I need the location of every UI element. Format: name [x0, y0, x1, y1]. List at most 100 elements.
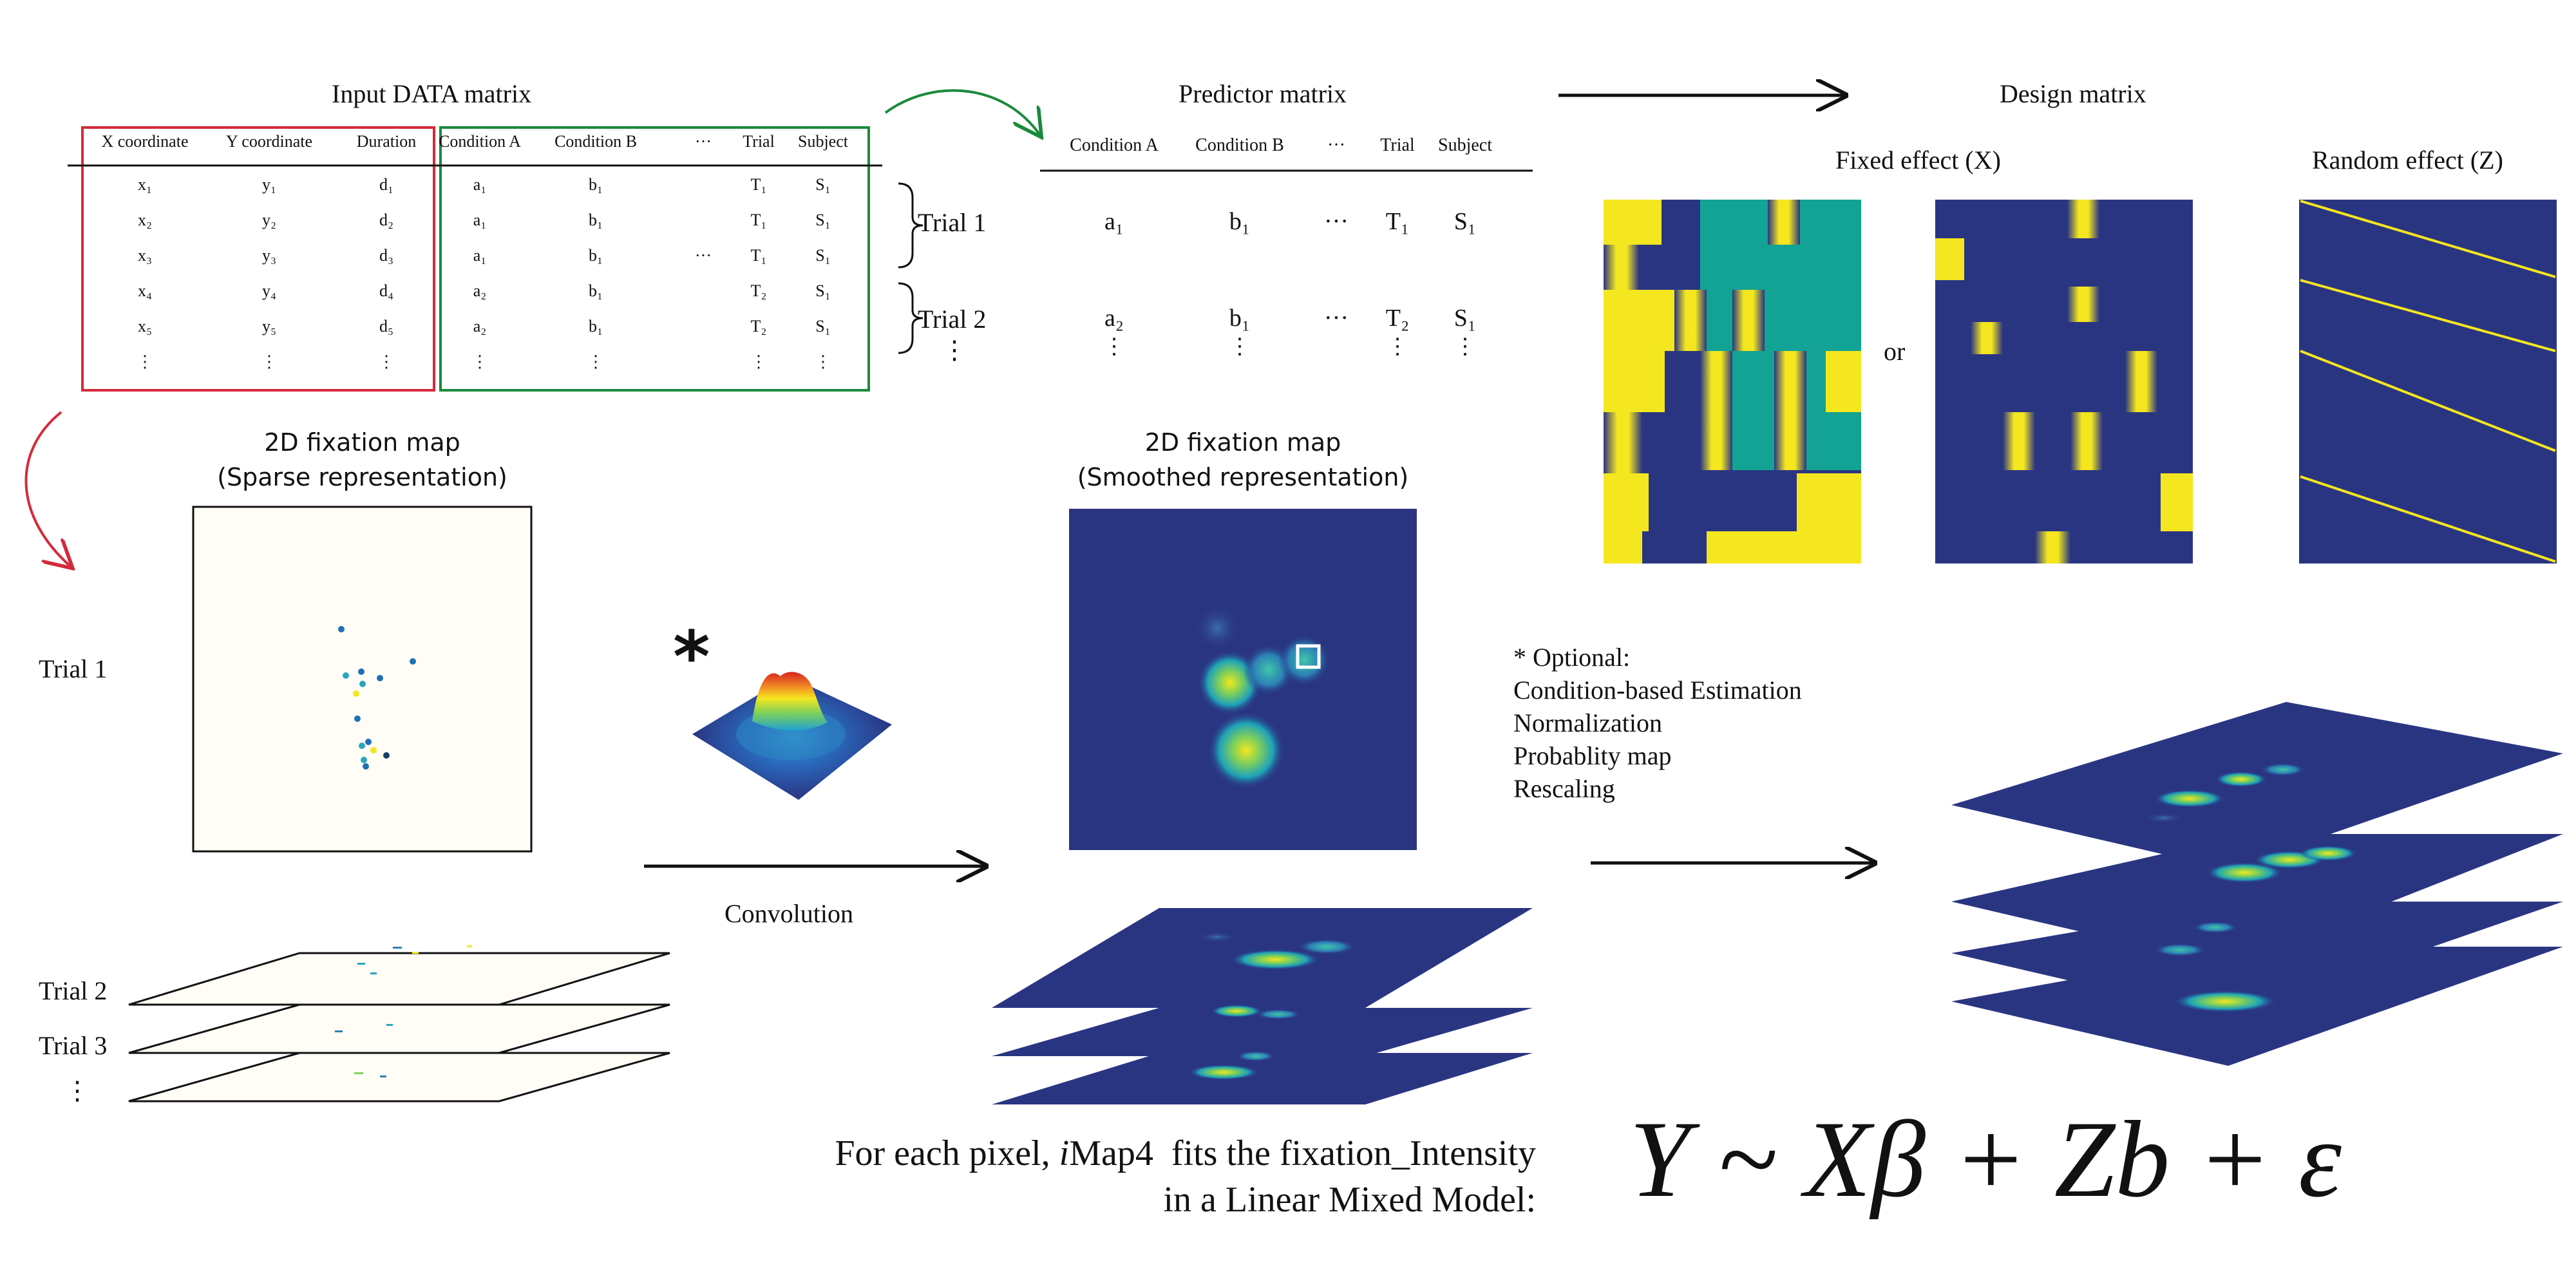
- sparse-map-title: 2D fixation map (Sparse representation): [193, 425, 531, 495]
- input-cell: a₁: [473, 175, 487, 194]
- fixation-dot: [354, 715, 361, 722]
- fixed-effect-label: Fixed effect (X): [1835, 146, 2001, 175]
- smoothed-plane-stack: [992, 908, 1533, 1104]
- fixation-dot: [361, 757, 367, 763]
- input-cell: S₁: [815, 211, 831, 229]
- caption: For each pixel, iMap4 fits the fixation_…: [835, 1130, 1536, 1223]
- predictor-cell: b₁: [1229, 208, 1251, 235]
- brand-i: i: [1059, 1133, 1070, 1173]
- predictor-cell: a₁: [1104, 208, 1124, 235]
- input-cell: y₃: [261, 246, 277, 265]
- input-header-cell: Y coordinate: [225, 132, 313, 151]
- predictor-cell: ···: [1324, 208, 1349, 235]
- predictor-cell: ⋮: [1229, 335, 1251, 359]
- kernel-symbol: *: [673, 616, 710, 698]
- predictor-cell: b₁: [1229, 305, 1251, 332]
- convolution-label: Convolution: [724, 899, 854, 928]
- smoothed-fixation-map: [1069, 509, 1417, 850]
- input-cell: x₃: [137, 246, 153, 265]
- model-formula: Y ~ Xβ + Zb + ε: [1629, 1099, 2342, 1220]
- trial3-label: Trial 3: [39, 1031, 108, 1060]
- input-matrix-graphics: [24, 89, 1040, 567]
- input-matrix-title: Input DATA matrix: [332, 79, 532, 108]
- input-cell: ⋮: [378, 352, 395, 371]
- caption-line2: in a Linear Mixed Model:: [1163, 1180, 1536, 1220]
- caption-line1: For each pixel, iMap4 fits the fixation_…: [835, 1133, 1536, 1173]
- fixation-dot: [359, 743, 365, 749]
- predictor-header-cell: Trial: [1380, 135, 1415, 155]
- fixed-effect-matrix-b: [1935, 200, 2193, 564]
- smoothed-map-title: 2D fixation map (Smoothed representation…: [1043, 425, 1443, 495]
- trial2-label: Trial 2: [39, 976, 108, 1005]
- random-effect-label: Random effect (Z): [2312, 146, 2503, 175]
- or-label: or: [1884, 337, 1906, 366]
- input-cell: b₁: [588, 175, 603, 194]
- input-cell: y₄: [261, 281, 277, 300]
- sparse-map-title-line1: 2D fixation map: [264, 428, 460, 457]
- predictor-cell: S₁: [1454, 305, 1477, 332]
- predictor-header-cell: Condition B: [1195, 135, 1284, 155]
- predictor-cell: ⋮: [1387, 335, 1408, 359]
- input-header-cell: Condition B: [554, 132, 637, 151]
- predictor-columns-box: [439, 126, 870, 392]
- input-cell: d₂: [379, 211, 394, 229]
- input-cell: ···: [695, 246, 712, 265]
- predictor-header-cell: ···: [1327, 135, 1345, 155]
- input-cell: S₁: [815, 175, 831, 194]
- option-item: Condition-based Estimation: [1513, 676, 1802, 705]
- fixation-dot: [383, 752, 390, 759]
- brace-label-trial1: Trial 1: [918, 208, 987, 237]
- input-cell: T₁: [750, 211, 767, 229]
- input-cell: a₂: [473, 317, 487, 336]
- predictor-cell: T₁: [1385, 208, 1410, 235]
- input-cell: a₁: [473, 246, 487, 265]
- predictor-header-cell: Subject: [1438, 135, 1492, 155]
- input-header-cell: Subject: [798, 132, 848, 151]
- input-cell: b₁: [588, 317, 603, 336]
- input-cell: ⋮: [471, 352, 488, 371]
- input-cell: ⋮: [137, 352, 153, 371]
- pixel-highlight-square: [1296, 644, 1321, 669]
- fixation-dot: [377, 675, 383, 681]
- predictor-cell: a₂: [1104, 305, 1124, 332]
- sparse-map-title-line2: (Sparse representation): [217, 463, 507, 491]
- trial-more-label: ⋮: [64, 1076, 90, 1105]
- input-cell: T₁: [750, 175, 767, 194]
- input-cell: ⋮: [815, 352, 831, 371]
- input-cell: d₃: [379, 246, 394, 265]
- input-cell: a₂: [473, 281, 487, 300]
- option-item: Probablity map: [1513, 741, 1672, 770]
- input-cell: y₅: [261, 317, 277, 336]
- input-cell: d₄: [379, 281, 394, 300]
- brace-label-trial2: Trial 2: [918, 305, 987, 334]
- input-cell: T₂: [750, 317, 767, 336]
- brace-label-more: ⋮: [942, 336, 967, 365]
- fixation-dot: [343, 672, 349, 679]
- input-cell: ⋮: [261, 352, 278, 371]
- predictor-cell: T₂: [1385, 305, 1410, 332]
- input-cell: x₁: [137, 175, 153, 194]
- fixation-dot: [359, 681, 366, 687]
- fixation-dot: [365, 739, 372, 745]
- input-cell: ⋮: [587, 352, 604, 371]
- trial1-brace: [898, 182, 923, 269]
- predictor-cell: ⋮: [1103, 335, 1125, 359]
- option-item: Normalization: [1513, 708, 1663, 737]
- trial2-brace: [898, 282, 923, 354]
- options-list: * Optional: Condition-based Estimation N…: [1513, 641, 1802, 805]
- smoothed-map-title-line2: (Smoothed representation): [1077, 463, 1409, 491]
- fixation-dot: [353, 690, 359, 697]
- fixation-dot: [338, 626, 345, 632]
- fixed-effect-matrix-a: [1604, 200, 1861, 564]
- input-header-cell: Duration: [356, 132, 417, 151]
- sparse-plane-stack: [128, 952, 670, 1103]
- result-plane-stack: [1951, 702, 2563, 1066]
- fixation-dot: [370, 747, 377, 753]
- sparse-fixation-map: [192, 506, 533, 853]
- input-cell: ⋮: [750, 352, 767, 371]
- input-cell: d₁: [379, 175, 394, 194]
- input-cell: S₁: [815, 281, 831, 300]
- gaussian-kernel: [692, 672, 892, 800]
- predictor-header-cell: Condition A: [1070, 135, 1159, 155]
